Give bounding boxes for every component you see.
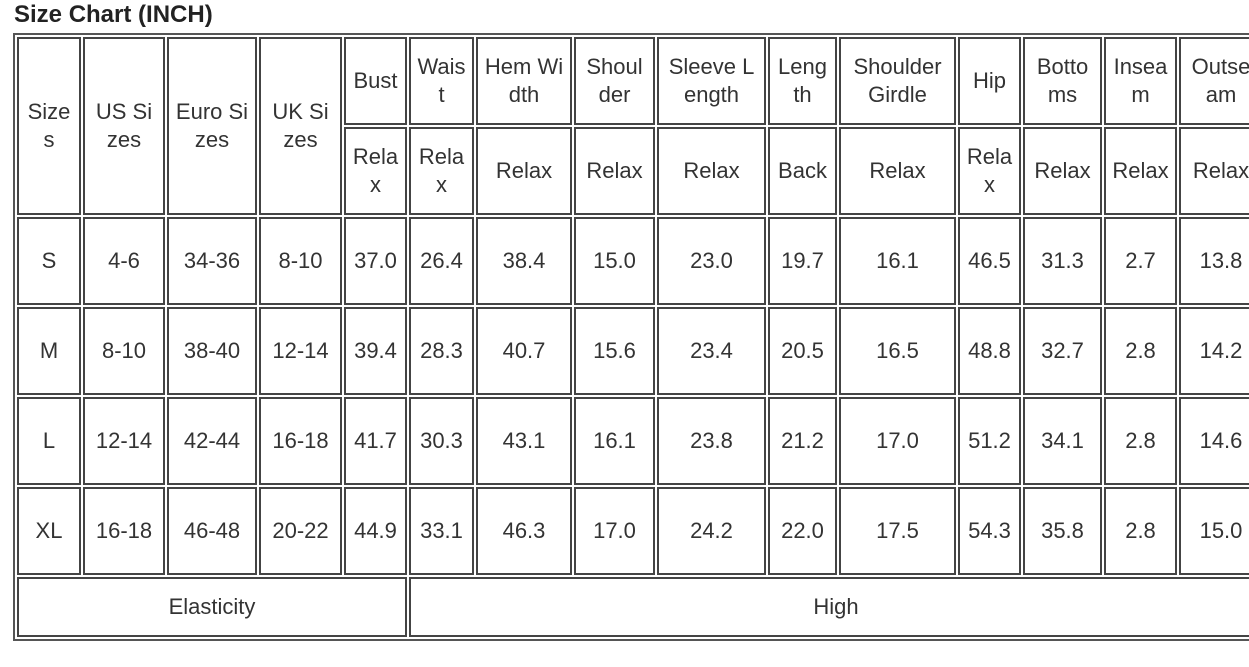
data-cell: 35.8	[1023, 487, 1102, 575]
data-cell: 17.0	[839, 397, 956, 485]
data-cell: 24.2	[657, 487, 766, 575]
header-cell: Relax	[657, 127, 766, 215]
data-cell: 33.1	[409, 487, 474, 575]
header-row: Relax Relax Relax Relax Relax Back Relax Relax R…	[17, 127, 1249, 215]
header-cell: Waist	[409, 37, 474, 125]
header-cell: Relax	[344, 127, 407, 215]
header-cell: Relax	[574, 127, 655, 215]
data-cell: 26.4	[409, 217, 474, 305]
data-cell: 16-18	[259, 397, 342, 485]
data-cell: 38.4	[476, 217, 572, 305]
data-cell: 46.3	[476, 487, 572, 575]
header-cell: Sizes	[17, 37, 81, 215]
data-cell: 17.5	[839, 487, 956, 575]
data-cell: 54.3	[958, 487, 1021, 575]
data-cell: 37.0	[344, 217, 407, 305]
data-cell: 28.3	[409, 307, 474, 395]
data-cell: 15.6	[574, 307, 655, 395]
header-cell: Outseam	[1179, 37, 1249, 125]
footer-label: Elasticity	[17, 577, 407, 637]
data-row: M 8-10 38-40 12-14 39.4 28.3 40.7 15.6 23.4 20.5 1…	[17, 307, 1249, 395]
data-cell: 23.4	[657, 307, 766, 395]
header-cell: Relax	[1104, 127, 1177, 215]
header-cell: Relax	[1023, 127, 1102, 215]
data-cell: 15.0	[574, 217, 655, 305]
data-cell: 13.8	[1179, 217, 1249, 305]
title: Size Chart (INCH)	[14, 1, 213, 28]
footer-value: High	[409, 577, 1249, 637]
data-cell: 30.3	[409, 397, 474, 485]
data-cell: 44.9	[344, 487, 407, 575]
data-cell: 23.8	[657, 397, 766, 485]
header-cell: Hip	[958, 37, 1021, 125]
data-cell: 41.7	[344, 397, 407, 485]
data-cell: 2.8	[1104, 307, 1177, 395]
data-cell: 31.3	[1023, 217, 1102, 305]
header-cell: Relax	[1179, 127, 1249, 215]
header-cell: Back	[768, 127, 837, 215]
data-cell: 12-14	[259, 307, 342, 395]
size-table: Sizes US Sizes Euro Sizes UK Sizes Bust Waist…	[13, 33, 1249, 641]
data-cell: 16-18	[83, 487, 165, 575]
data-cell: 42-44	[167, 397, 257, 485]
header-cell: Relax	[839, 127, 956, 215]
data-cell: 20-22	[259, 487, 342, 575]
header-cell: Shoulder	[574, 37, 655, 125]
data-row: S 4-6 34-36 8-10 37.0 26.4 38.4 15.0 23.0 19.7 16.…	[17, 217, 1249, 305]
header-cell: Bust	[344, 37, 407, 125]
header-cell: Relax	[958, 127, 1021, 215]
data-cell: 23.0	[657, 217, 766, 305]
data-cell: 19.7	[768, 217, 837, 305]
header-cell: Relax	[476, 127, 572, 215]
header-cell: US Sizes	[83, 37, 165, 215]
data-cell: 8-10	[83, 307, 165, 395]
data-cell: 34-36	[167, 217, 257, 305]
data-cell: 2.8	[1104, 397, 1177, 485]
data-cell: 46-48	[167, 487, 257, 575]
data-cell: 16.1	[839, 217, 956, 305]
data-cell: 21.2	[768, 397, 837, 485]
data-cell: 40.7	[476, 307, 572, 395]
data-cell: 17.0	[574, 487, 655, 575]
footer-row: Elasticity High	[17, 577, 1249, 637]
header-cell: UK Sizes	[259, 37, 342, 215]
data-cell: 32.7	[1023, 307, 1102, 395]
header-cell: Shoulder Girdle	[839, 37, 956, 125]
data-cell: 12-14	[83, 397, 165, 485]
header-cell: Relax	[409, 127, 474, 215]
data-cell: XL	[17, 487, 81, 575]
header-cell: Euro Sizes	[167, 37, 257, 215]
data-cell: 39.4	[344, 307, 407, 395]
data-cell: 43.1	[476, 397, 572, 485]
data-cell: 15.0	[1179, 487, 1249, 575]
data-row: L 12-14 42-44 16-18 41.7 30.3 43.1 16.1 23.8 21.2…	[17, 397, 1249, 485]
data-row: XL 16-18 46-48 20-22 44.9 33.1 46.3 17.0 24.2 22.…	[17, 487, 1249, 575]
data-cell: 16.5	[839, 307, 956, 395]
data-cell: 22.0	[768, 487, 837, 575]
header-cell: Bottoms	[1023, 37, 1102, 125]
data-cell: S	[17, 217, 81, 305]
data-cell: 51.2	[958, 397, 1021, 485]
data-cell: 38-40	[167, 307, 257, 395]
header-cell: Hem Width	[476, 37, 572, 125]
header-cell: Length	[768, 37, 837, 125]
data-cell: 46.5	[958, 217, 1021, 305]
data-cell: 14.2	[1179, 307, 1249, 395]
data-cell: 20.5	[768, 307, 837, 395]
data-cell: 14.6	[1179, 397, 1249, 485]
data-cell: M	[17, 307, 81, 395]
data-cell: 34.1	[1023, 397, 1102, 485]
data-cell: 4-6	[83, 217, 165, 305]
data-cell: 8-10	[259, 217, 342, 305]
data-cell: 2.8	[1104, 487, 1177, 575]
data-cell: L	[17, 397, 81, 485]
data-cell: 48.8	[958, 307, 1021, 395]
data-cell: 2.7	[1104, 217, 1177, 305]
header-row: Sizes US Sizes Euro Sizes UK Sizes Bust Waist…	[17, 37, 1249, 215]
header-cell: Sleeve Length	[657, 37, 766, 125]
data-cell: 16.1	[574, 397, 655, 485]
header-cell: Inseam	[1104, 37, 1177, 125]
